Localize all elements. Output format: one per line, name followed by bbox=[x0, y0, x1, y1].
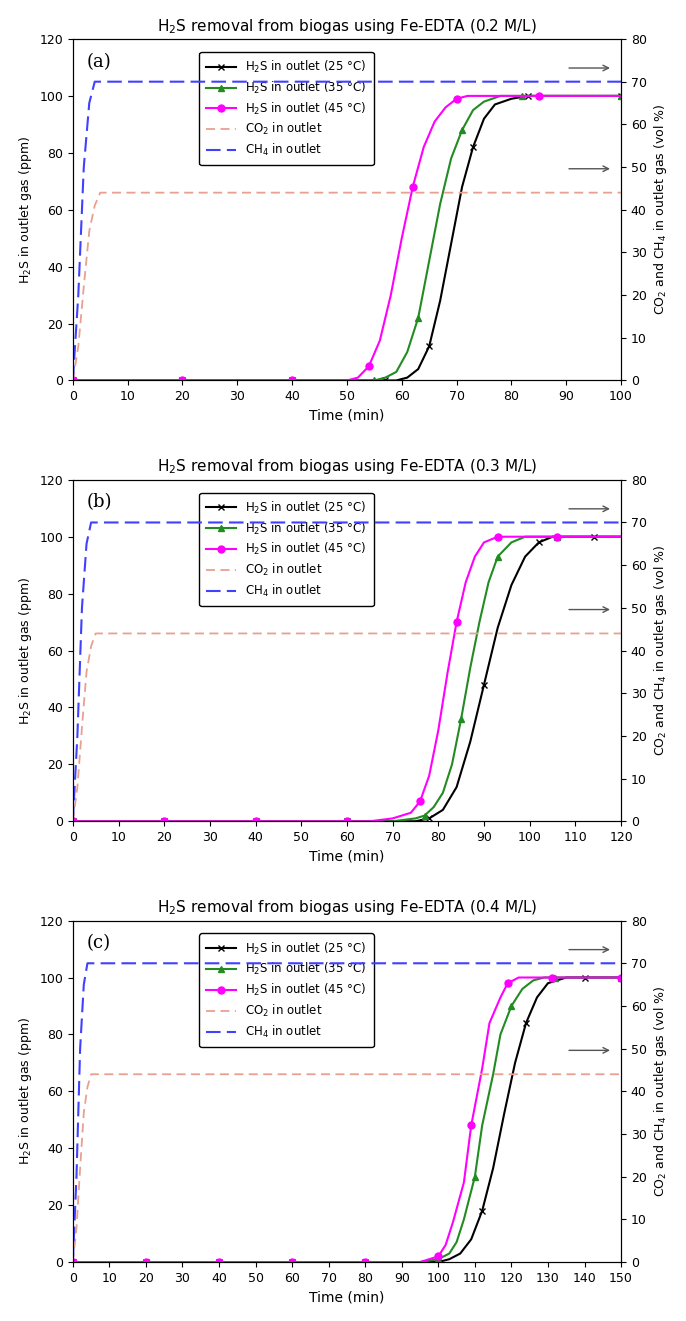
Text: (a): (a) bbox=[86, 53, 111, 70]
Y-axis label: CO$_2$ and CH$_4$ in outlet gas (vol %): CO$_2$ and CH$_4$ in outlet gas (vol %) bbox=[652, 546, 670, 756]
Y-axis label: H$_2$S in outlet gas (ppm): H$_2$S in outlet gas (ppm) bbox=[16, 136, 34, 284]
Text: (b): (b) bbox=[86, 494, 112, 511]
Legend: H$_2$S in outlet (25 °C), H$_2$S in outlet (35 °C), H$_2$S in outlet (45 °C), CO: H$_2$S in outlet (25 °C), H$_2$S in outl… bbox=[200, 52, 374, 165]
Text: (c): (c) bbox=[86, 934, 110, 952]
Y-axis label: H$_2$S in outlet gas (ppm): H$_2$S in outlet gas (ppm) bbox=[16, 1017, 34, 1165]
X-axis label: Time (min): Time (min) bbox=[309, 1291, 385, 1304]
Title: H$_2$S removal from biogas using Fe-EDTA (0.3 M/L): H$_2$S removal from biogas using Fe-EDTA… bbox=[156, 457, 537, 477]
Legend: H$_2$S in outlet (25 °C), H$_2$S in outlet (35 °C), H$_2$S in outlet (45 °C), CO: H$_2$S in outlet (25 °C), H$_2$S in outl… bbox=[200, 493, 374, 606]
Title: H$_2$S removal from biogas using Fe-EDTA (0.2 M/L): H$_2$S removal from biogas using Fe-EDTA… bbox=[157, 17, 536, 36]
X-axis label: Time (min): Time (min) bbox=[309, 849, 385, 864]
Y-axis label: CO$_2$ and CH$_4$ in outlet gas (vol %): CO$_2$ and CH$_4$ in outlet gas (vol %) bbox=[652, 104, 670, 316]
Title: H$_2$S removal from biogas using Fe-EDTA (0.4 M/L): H$_2$S removal from biogas using Fe-EDTA… bbox=[156, 898, 537, 917]
Legend: H$_2$S in outlet (25 °C), H$_2$S in outlet (35 °C), H$_2$S in outlet (45 °C), CO: H$_2$S in outlet (25 °C), H$_2$S in outl… bbox=[200, 934, 374, 1046]
Y-axis label: CO$_2$ and CH$_4$ in outlet gas (vol %): CO$_2$ and CH$_4$ in outlet gas (vol %) bbox=[652, 985, 670, 1197]
X-axis label: Time (min): Time (min) bbox=[309, 408, 385, 423]
Y-axis label: H$_2$S in outlet gas (ppm): H$_2$S in outlet gas (ppm) bbox=[16, 576, 34, 724]
